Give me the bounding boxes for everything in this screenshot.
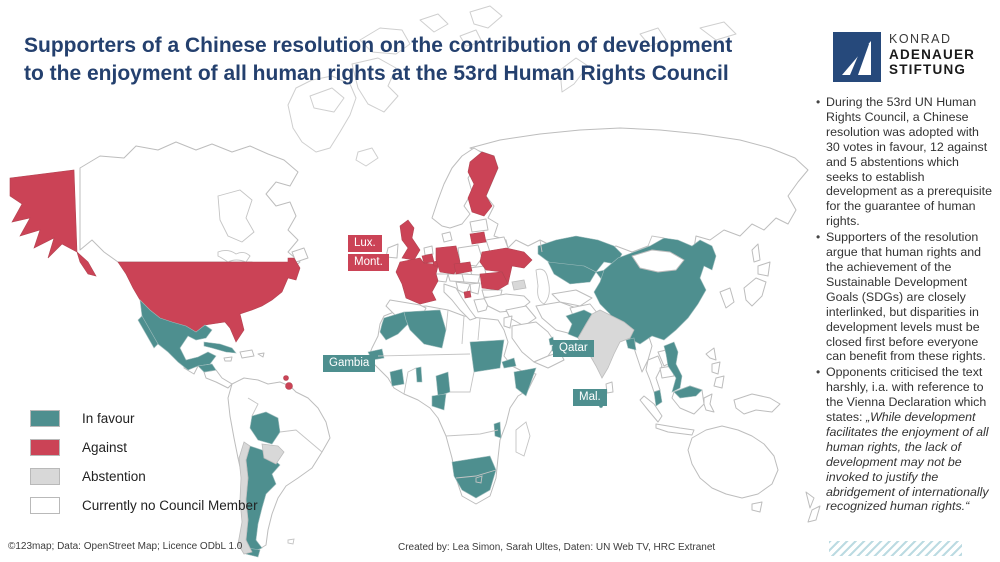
legend-swatch-no-member (30, 497, 60, 514)
alaska-panhandle (76, 251, 97, 277)
map-label-gambia: Gambia (323, 355, 376, 372)
title-line-2: to the enjoyment of all human rights at … (24, 62, 729, 85)
country-russia (469, 127, 809, 253)
bullet-text: Supporters of the resolution argue that … (826, 230, 986, 364)
country-malaysia-peninsula (653, 389, 663, 407)
country-ukraine (479, 247, 533, 285)
country-lithuania (469, 231, 487, 245)
logo-line-konrad: KONRAD (889, 32, 952, 46)
page-title: Supporters of a Chinese resolution on th… (24, 32, 814, 88)
hudson-bay (217, 189, 255, 243)
kas-logo-text: KONRAD ADENAUER STIFTUNG (889, 32, 975, 77)
french-antilles-2 (285, 382, 293, 390)
map-label-montenegro: Mont. (348, 254, 389, 271)
legend-row-in-favour: In favour (30, 404, 258, 433)
island-new-guinea (733, 393, 781, 415)
asia-white (503, 243, 821, 523)
kas-logo: KONRAD ADENAUER STIFTUNG (833, 32, 975, 82)
legend-label: In favour (82, 411, 135, 426)
country-romania (479, 271, 509, 291)
inner-borders (247, 235, 665, 484)
country-cuba (203, 341, 237, 354)
country-algeria (403, 309, 447, 349)
map-legend: In favour Against Abstention Currently n… (30, 404, 258, 520)
legend-row-against: Against (30, 433, 258, 462)
legend-swatch-abstention (30, 468, 60, 485)
logo-line-adenauer: ADENAUER (889, 47, 976, 62)
country-canada (79, 141, 301, 273)
country-georgia (511, 279, 527, 291)
vienna-declaration-quote: „While development facilitates the enjoy… (826, 410, 989, 514)
country-montenegro (463, 290, 472, 299)
legend-swatch-against (30, 439, 60, 456)
country-cote-divoire (389, 368, 405, 387)
country-sudan (469, 339, 505, 373)
bullet-text-plain: Opponents criticised the text harshly, i… (826, 365, 987, 425)
legend-swatch-in-favour (30, 410, 60, 427)
country-honduras (197, 363, 217, 373)
country-belgium (421, 253, 435, 264)
legend-label: Currently no Council Member (82, 498, 258, 513)
country-uzbekistan (547, 261, 597, 285)
country-uk (399, 219, 421, 261)
bullet-item: • During the 53rd UN Human Rights Counci… (816, 95, 992, 229)
french-antilles (283, 375, 289, 381)
logo-line-stiftung: STIFTUNG (889, 62, 967, 77)
country-cameroon (435, 371, 451, 397)
arctic-outlines (287, 5, 737, 167)
country-mongolia (631, 249, 685, 273)
map-attribution: ©123map; Data: OpenStreet Map; Licence O… (8, 541, 243, 552)
credits: Created by: Lea Simon, Sarah Ultes, Date… (398, 542, 716, 553)
country-india (577, 309, 635, 379)
country-somalia (513, 367, 537, 397)
map-label-luxembourg: Lux. (348, 235, 382, 252)
legend-row-abstention: Abstention (30, 462, 258, 491)
country-malaysia-borneo (673, 385, 703, 399)
bullet-marker: • (816, 365, 821, 380)
kas-logo-icon (833, 32, 881, 82)
map-label-maldives: Mal. (573, 389, 607, 406)
baja-california (137, 315, 159, 349)
map-label-qatar: Qatar (553, 340, 594, 357)
country-benin (415, 366, 423, 383)
country-australia (687, 425, 779, 499)
abstention-countries (237, 279, 635, 555)
bullet-item: • Supporters of the resolution argue tha… (816, 230, 992, 364)
legend-row-no-member: Currently no Council Member (30, 491, 258, 520)
country-chile (237, 441, 253, 555)
country-vietnam (663, 341, 683, 393)
country-alaska (9, 169, 78, 259)
in-favour-countries (137, 235, 717, 558)
country-south-africa (451, 455, 497, 499)
bullet-marker: • (816, 230, 821, 245)
legend-label: Abstention (82, 469, 146, 484)
country-france (395, 257, 439, 305)
country-germany (435, 245, 461, 275)
bullet-text: During the 53rd UN Human Rights Council,… (826, 95, 992, 229)
bullet-text: Opponents criticised the text harshly, i… (826, 365, 992, 514)
country-bolivia (249, 411, 281, 445)
country-finland (467, 151, 499, 217)
country-paraguay (261, 443, 285, 465)
legend-label: Against (82, 440, 128, 455)
country-gabon (431, 393, 447, 411)
hatch-decoration (829, 541, 962, 556)
country-eritrea (501, 357, 517, 369)
americas-white (183, 349, 295, 545)
country-czechia (453, 261, 473, 275)
country-bangladesh (625, 337, 637, 351)
bullet-marker: • (816, 95, 821, 109)
title-line-1: Supporters of a Chinese resolution on th… (24, 34, 733, 57)
sidebar-notes: • During the 53rd UN Human Rights Counci… (816, 95, 992, 515)
country-mexico (139, 299, 217, 371)
bullet-item: • Opponents criticised the text harshly,… (816, 365, 992, 514)
